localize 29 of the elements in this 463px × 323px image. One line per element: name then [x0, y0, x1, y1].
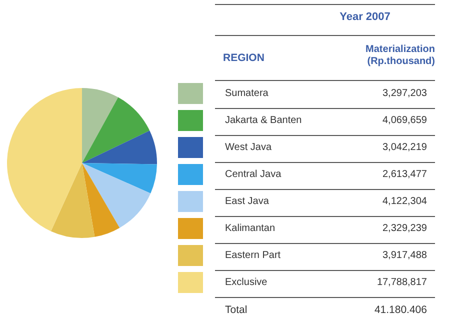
text: 41.180.406: [373, 304, 427, 316]
legend-label: West Java: [225, 142, 272, 153]
chart-subtitle: Materialization (Rp.thousand): [364, 44, 435, 68]
legend-label: Sumatera: [225, 88, 268, 99]
data-label: 2,613,477: [382, 169, 427, 180]
data-label: 3,042,219: [382, 142, 427, 153]
data-label: 2,329,239: [382, 223, 427, 234]
pie-slice: [82, 163, 120, 237]
data-label: 17,788,817: [376, 277, 427, 288]
pie-slice: [82, 163, 151, 228]
data-label: 4,069,659: [382, 115, 427, 126]
pie-slice: [82, 163, 157, 194]
legend-title: REGION: [223, 52, 264, 64]
text: Total: [225, 304, 248, 316]
legend-label: Kalimantan: [225, 223, 276, 234]
legend-label: Jakarta & Banten: [225, 115, 302, 126]
pie-slice: [82, 130, 157, 164]
legend-label: Central Java: [225, 169, 282, 180]
data-label: 4,122,304: [382, 196, 427, 207]
data-label: 3,297,203: [382, 88, 427, 99]
chart-title: Year 2007: [338, 11, 392, 23]
pie-slice: [7, 88, 82, 232]
legend-label: Eastern Part: [225, 250, 281, 261]
legend-label: East Java: [225, 196, 269, 207]
data-label: 3,917,488: [382, 250, 427, 261]
pie-slice: [50, 163, 95, 238]
legend-label: Exclusive: [225, 277, 268, 288]
pie-slice: [82, 88, 118, 163]
pie-slice: [82, 97, 150, 163]
